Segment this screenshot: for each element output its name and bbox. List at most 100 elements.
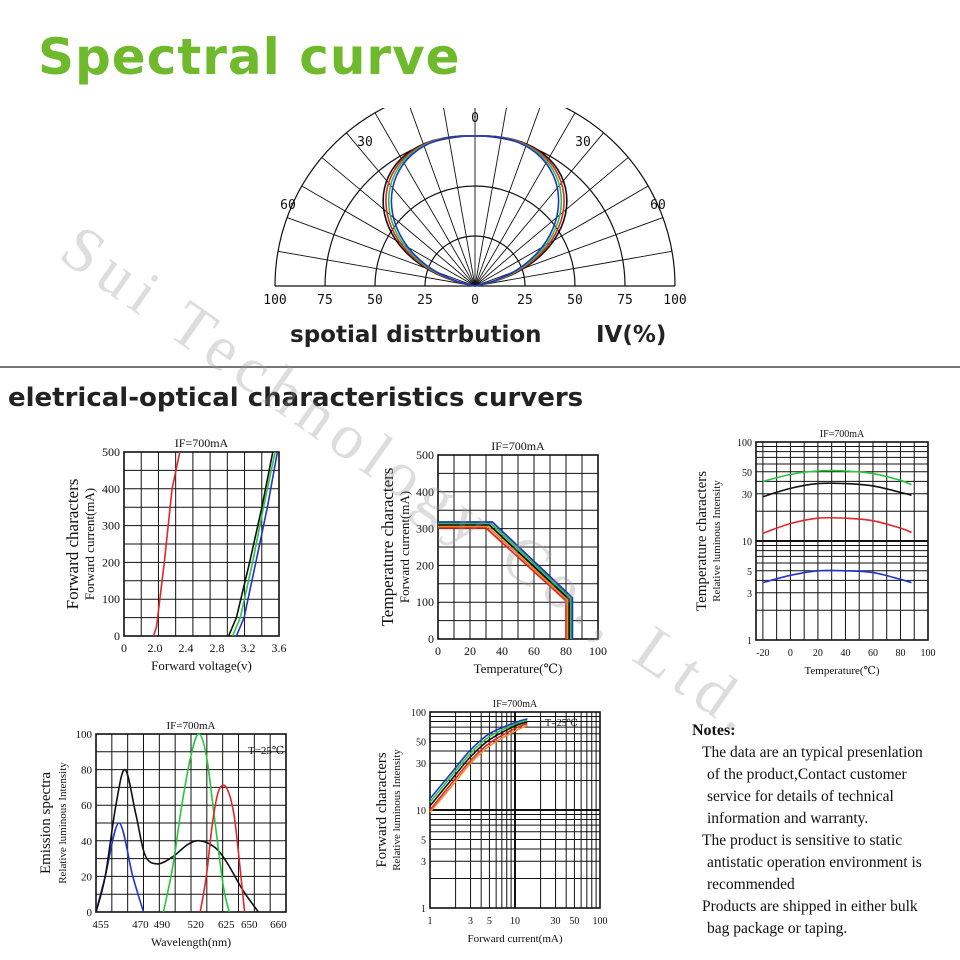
y-tick-label: 80: [81, 765, 93, 777]
x-tick-label: 30: [551, 916, 561, 927]
y-axis-label-main: Temperature characters: [694, 471, 710, 611]
series-line: [438, 522, 572, 639]
x-tick-label: 490: [154, 919, 171, 931]
x-tick-label: 100: [589, 644, 607, 658]
x-tick-label: 100: [593, 916, 608, 927]
notes-line: service for details of technical: [707, 788, 894, 805]
chart-title: IF=700mA: [175, 436, 229, 450]
series-line: [762, 516, 912, 534]
y-tick-label: 5: [421, 836, 426, 847]
polar-angle-label: 0: [471, 111, 479, 126]
polar-spoke: [474, 250, 673, 287]
x-axis-label: Wavelength(nm): [151, 935, 231, 949]
y-tick-label: 20: [81, 871, 93, 883]
y-tick-label: 400: [416, 485, 434, 499]
polar-spoke: [286, 217, 476, 287]
series-line: [438, 524, 571, 639]
polar-spoke: [474, 185, 649, 287]
y-axis-label-sub: Relative luminous Intensity: [391, 749, 403, 871]
polar-spoke: [474, 112, 576, 287]
y-axis-label-sub: Forward current(mA): [397, 491, 412, 603]
series-line: [429, 724, 528, 813]
series-line: [438, 521, 574, 639]
chart-title: IF=700mA: [491, 439, 545, 453]
y-tick-label: 50: [742, 468, 752, 479]
y-tick-label: 50: [416, 738, 426, 749]
polar-angle-label: 30: [575, 135, 591, 150]
y-tick-label: 100: [737, 438, 752, 449]
polar-spoke: [474, 108, 541, 287]
x-tick-label: 40: [840, 648, 850, 659]
y-axis-label-sub: Relative luminous Intensity: [711, 480, 723, 602]
y-tick-label: 10: [416, 806, 426, 817]
x-tick-label: 50: [569, 916, 579, 927]
temperature-intensity-chart: -20 0 20 40 60 80 100 1 3 5 10 30 50 100 IF=700mA Tempe…: [694, 429, 936, 677]
x-tick-label: 660: [270, 919, 287, 931]
polar-unit: IV(%): [596, 322, 667, 348]
y-tick-label: 1: [747, 636, 752, 647]
y-tick-label: 3: [421, 857, 426, 868]
y-tick-label: 5: [747, 567, 752, 578]
emission-spectra-chart: 455 470 490 520 625 650 660 0 20 40 60 80 100 IF=700m…: [38, 720, 287, 949]
y-tick-label: 30: [742, 490, 752, 501]
series-line: [438, 527, 567, 639]
series-line: [95, 822, 145, 913]
notes-title: Notes:: [692, 722, 736, 739]
polar-spoke: [474, 217, 664, 287]
polar-radial-label: 75: [617, 293, 633, 308]
notes-block: Notes: The data are an typical presenlat…: [692, 720, 954, 940]
x-tick-label: 2.8: [210, 641, 225, 655]
y-tick-label: 300: [416, 522, 434, 536]
polar-ring: [274, 108, 676, 287]
polar-spoke: [474, 157, 629, 287]
polar-spoke: [443, 108, 476, 287]
y-tick-label: 500: [102, 445, 120, 459]
polar-radial-label: 25: [517, 293, 533, 308]
series-line: [762, 469, 912, 486]
section-title: eletrical-optical characteristics curver…: [8, 383, 584, 413]
series-line: [429, 718, 528, 800]
polar-caption: spotial disttrbution: [290, 322, 542, 348]
polar-spoke: [474, 108, 507, 287]
notes-line: antistatic operation environment is: [707, 854, 922, 871]
polar-angle-label: 60: [280, 198, 296, 213]
polar-radial-label: 0: [471, 293, 479, 308]
forward-characters-chart: 0 2.0 2.4 2.8 3.2 3.6 0 100 200 300 400 500 IF=700mA…: [63, 436, 287, 673]
x-tick-label: 2.4: [179, 641, 194, 655]
y-tick-label: 0: [114, 629, 120, 643]
x-tick-label: -20: [756, 648, 769, 659]
x-tick-label: 100: [921, 648, 936, 659]
x-tick-label: 3: [468, 916, 473, 927]
x-tick-label: 625: [218, 919, 235, 931]
y-axis-label-main: Forward characters: [374, 752, 390, 868]
y-tick-label: 400: [102, 482, 120, 496]
x-tick-label: 60: [868, 648, 878, 659]
chart-title: IF=700mA: [820, 429, 865, 440]
x-axis-label: Forward current(mA): [468, 933, 563, 945]
series-line: [762, 569, 912, 584]
y-axis-label-main: Forward characters: [63, 479, 82, 610]
series-line: [199, 784, 246, 913]
y-tick-label: 1: [421, 904, 426, 915]
series-line: [152, 451, 181, 637]
notes-line: bag package or taping.: [707, 920, 848, 937]
x-tick-label: 0: [435, 644, 441, 658]
x-tick-label: 470: [132, 919, 149, 931]
chart-title: IF=700mA: [493, 699, 538, 710]
polar-radial-label: 25: [417, 293, 433, 308]
section-divider: [0, 366, 960, 368]
y-tick-label: 60: [81, 800, 93, 812]
y-tick-label: 300: [102, 519, 120, 533]
x-tick-label: 650: [241, 919, 258, 931]
page-title: Spectral curve: [38, 28, 461, 86]
polar-series-curve: [390, 135, 560, 287]
y-axis-label-main: Temperature characters: [378, 468, 397, 627]
x-tick-label: 520: [187, 919, 204, 931]
notes-line: information and warranty.: [707, 810, 869, 827]
x-tick-label: 80: [895, 648, 905, 659]
chart-annotation: T=25℃: [248, 745, 284, 757]
polar-radial-label: 100: [263, 293, 286, 308]
notes-line: The data are an typical presenlation: [702, 744, 923, 761]
y-tick-label: 3: [747, 589, 752, 600]
forward-intensity-chart: 1 3 5 10 30 50 100 1 3 5 10 30 50 100 IF=700mA Forward …: [374, 699, 608, 945]
